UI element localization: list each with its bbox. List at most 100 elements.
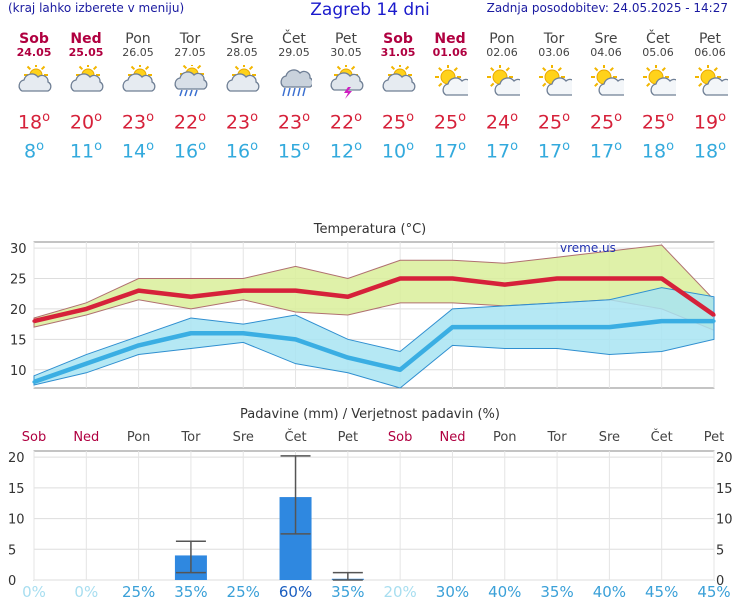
min-temp-line-point [555, 325, 559, 329]
min-temp: 15o [268, 136, 320, 162]
location-hint[interactable]: (kraj lahko izberete v meniju) [8, 1, 185, 15]
precipitation-y-tick-left: 10 [8, 513, 25, 528]
min-temp: 16o [164, 136, 216, 162]
day-date: 04.06 [590, 46, 622, 59]
precipitation-day-label: Čet [284, 429, 306, 445]
degree-symbol: o [250, 110, 259, 125]
max-temp-value: 25 [641, 111, 667, 134]
max-temp: 25o [528, 107, 580, 133]
max-temp-line-point [503, 282, 507, 287]
day-date: 03.06 [538, 46, 570, 59]
precipitation-chart-title: Padavine (mm) / Verjetnost padavin (%) [240, 407, 500, 422]
precipitation-probability: 35% [540, 583, 573, 600]
precipitation-y-tick-right: 15 [716, 482, 733, 497]
max-temp-line-point [712, 313, 716, 317]
day-date: 02.06 [486, 46, 518, 59]
day-name: Tor [543, 31, 565, 47]
sunny-cloud-icon [435, 65, 468, 96]
min-temp: 17o [476, 136, 528, 162]
max-temp-line-point [660, 276, 664, 281]
min-temp-value: 16 [225, 140, 251, 163]
last-update: Zadnja posodobitev: 24.05.2025 - 14:27 [486, 1, 728, 15]
temperature-y-tick: 10 [10, 364, 27, 379]
max-temp-value: 24 [485, 111, 511, 134]
min-temp-value: 14 [121, 140, 147, 163]
max-temp-value: 23 [225, 111, 251, 134]
max-temp-value: 25 [537, 111, 563, 134]
min-temp-value: 11 [69, 140, 95, 163]
day-column: Čet 29.05 23o 15o [268, 32, 320, 163]
degree-symbol: o [354, 110, 363, 125]
day-column: Tor 03.06 25o 17o [528, 32, 580, 163]
sun-cloud-rain-icon [174, 65, 208, 97]
min-temp-value: 16 [173, 140, 199, 163]
max-temp-value: 25 [433, 111, 459, 134]
sunny-cloud-icon [487, 65, 520, 96]
precipitation-y-tick-left: 0 [8, 574, 16, 589]
min-temp: 14o [112, 136, 164, 162]
precipitation-probability: 25% [227, 583, 260, 600]
sunny-cloud-icon [539, 65, 572, 96]
sunny-cloud-icon [695, 65, 728, 96]
max-temp-line-point [137, 289, 141, 293]
min-temp-value: 17 [485, 140, 511, 163]
degree-symbol: o [146, 139, 155, 155]
degree-symbol: o [302, 110, 311, 125]
degree-symbol: o [36, 139, 45, 155]
max-temp-value: 20 [69, 111, 95, 134]
max-temp-value: 23 [277, 111, 303, 134]
min-temp-line-point [503, 325, 507, 329]
day-column: Sob 31.05 25o 10o [372, 32, 424, 163]
sunny-cloud-icon [643, 65, 676, 96]
min-temp: 17o [528, 136, 580, 162]
min-temp-value: 18 [641, 140, 667, 163]
day-date: 30.05 [330, 46, 362, 59]
max-temp-line-point [32, 319, 36, 323]
precipitation-day-label: Tor [547, 430, 568, 445]
degree-symbol: o [250, 139, 259, 155]
day-column: Sre 04.06 25o 17o [580, 32, 632, 163]
precipitation-probability: 35% [331, 583, 364, 600]
min-temp: 18o [684, 136, 736, 162]
max-temp: 25o [424, 107, 476, 133]
min-temp-line-point [450, 325, 455, 329]
min-temp: 17o [580, 136, 632, 162]
precipitation-day-label: Tor [180, 430, 201, 445]
min-temp-line-point [137, 343, 141, 348]
day-date: 31.05 [380, 46, 416, 59]
min-temp: 18o [632, 136, 684, 162]
max-temp-line-point [555, 276, 559, 281]
temperature-y-tick: 25 [10, 273, 27, 288]
sun-cloud-storm-icon [330, 65, 364, 99]
day-name: Sre [594, 31, 618, 47]
precipitation-day-label: Pet [704, 430, 724, 445]
day-name: Pet [334, 31, 358, 47]
daily-forecast-strip: Sob 24.05 18o 8o Ned 25.05 20o 11o Pon 26.05 23o 14… [8, 32, 732, 172]
day-column: Pet 30.05 22o 12o [320, 32, 372, 163]
min-temp-line-point [712, 319, 716, 323]
max-temp: 25o [632, 107, 684, 133]
precipitation-day-label: Pon [127, 430, 151, 445]
day-date: 05.06 [642, 46, 674, 59]
precipitation-probability: 40% [593, 583, 626, 600]
degree-symbol: o [614, 110, 623, 125]
max-temp: 20o [60, 107, 112, 133]
degree-symbol: o [458, 110, 467, 125]
min-temp-value: 17 [589, 140, 615, 163]
day-column: Sre 28.05 23o 16o [216, 32, 268, 163]
degree-symbol: o [718, 139, 727, 155]
precipitation-day-label: Sre [233, 430, 254, 445]
degree-symbol: o [562, 110, 571, 125]
precipitation-y-tick-right: 10 [716, 513, 733, 528]
max-temp: 22o [164, 107, 216, 133]
degree-symbol: o [718, 110, 727, 125]
max-temp: 25o [372, 107, 424, 133]
min-temp: 11o [60, 136, 112, 162]
min-temp-value: 18 [693, 140, 719, 163]
degree-symbol: o [354, 139, 363, 155]
min-temp-line-point [189, 331, 193, 335]
max-temp: 22o [320, 107, 372, 133]
degree-symbol: o [94, 110, 103, 125]
max-temp: 23o [268, 107, 320, 133]
watermark: vreme.us [560, 241, 616, 255]
